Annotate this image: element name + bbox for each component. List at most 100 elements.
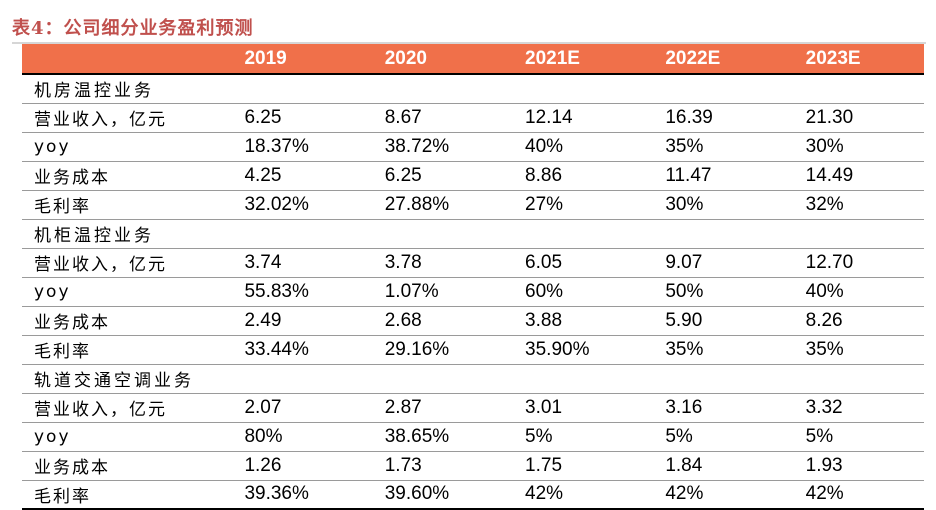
value-cell: 42% [503,480,644,510]
value-cell: 40% [503,132,644,162]
value-cell: 21.30 [783,103,924,133]
header-corner-cell [22,44,223,75]
value-cell: 3.74 [222,248,363,278]
header-year-2020: 2020 [362,44,504,75]
value-cell: 6.05 [503,248,644,278]
value-cell: 5.90 [643,306,784,336]
empty-cell [362,74,504,104]
table-row-revenue: 营业收入，亿元 6.25 8.67 12.14 16.39 21.30 [22,103,924,133]
table-title: 表4：公司细分业务盈利预测 [12,18,254,39]
table-row-gross-margin: 毛利率 32.02% 27.88% 27% 30% 32% [22,190,924,220]
value-cell: 40% [783,277,924,307]
header-year-2023e: 2023E [783,44,924,75]
value-cell: 38.65% [362,422,504,452]
value-cell: 8.67 [362,103,504,133]
empty-cell [362,219,504,249]
row-label: 业务成本 [22,161,223,191]
value-cell: 11.47 [643,161,784,191]
table-row-yoy: yoy 55.83% 1.07% 60% 50% 40% [22,277,924,307]
table-body: 机房温控业务 营业收入，亿元 6.25 8.67 12.14 16.39 21.30 yoy 1… [22,74,924,510]
value-cell: 55.83% [222,277,363,307]
value-cell: 35.90% [503,335,644,365]
section-row-server-room-cooling: 机房温控业务 [22,74,924,104]
value-cell: 3.32 [783,393,924,423]
value-cell: 1.75 [503,451,644,481]
title-divider [12,42,926,44]
value-cell: 6.25 [222,103,363,133]
value-cell: 27% [503,190,644,220]
value-cell: 16.39 [643,103,784,133]
value-cell: 27.88% [362,190,504,220]
value-cell: 30% [783,132,924,162]
value-cell: 6.25 [362,161,504,191]
value-cell: 1.73 [362,451,504,481]
row-label: 毛利率 [22,480,223,510]
header-year-2021e: 2021E [503,44,644,75]
table-row-cost: 业务成本 1.26 1.73 1.75 1.84 1.93 [22,451,924,481]
value-cell: 30% [643,190,784,220]
section-label: 轨道交通空调业务 [22,364,223,394]
empty-cell [503,74,644,104]
segment-forecast-table: 2019 2020 2021E 2022E 2023E 机房温控业务 营业收入，亿… [22,44,924,510]
header-year-2019: 2019 [222,44,363,75]
value-cell: 1.07% [362,277,504,307]
empty-cell [783,364,924,394]
empty-cell [783,219,924,249]
empty-cell [643,364,784,394]
row-label: yoy [22,422,223,452]
empty-cell [222,364,363,394]
value-cell: 80% [222,422,363,452]
table-row-cost: 业务成本 4.25 6.25 8.86 11.47 14.49 [22,161,924,191]
value-cell: 2.07 [222,393,363,423]
empty-cell [503,364,644,394]
value-cell: 14.49 [783,161,924,191]
value-cell: 5% [643,422,784,452]
value-cell: 2.87 [362,393,504,423]
row-label: 营业收入，亿元 [22,248,223,278]
value-cell: 42% [783,480,924,510]
value-cell: 8.26 [783,306,924,336]
value-cell: 3.01 [503,393,644,423]
table-row-revenue: 营业收入，亿元 2.07 2.87 3.01 3.16 3.32 [22,393,924,423]
value-cell: 3.78 [362,248,504,278]
value-cell: 4.25 [222,161,363,191]
header-year-2022e: 2022E [643,44,784,75]
empty-cell [643,74,784,104]
table-row-gross-margin: 毛利率 39.36% 39.60% 42% 42% 42% [22,480,924,510]
value-cell: 18.37% [222,132,363,162]
value-cell: 32% [783,190,924,220]
value-cell: 1.26 [222,451,363,481]
empty-cell [362,364,504,394]
table-row-yoy: yoy 18.37% 38.72% 40% 35% 30% [22,132,924,162]
value-cell: 12.14 [503,103,644,133]
table-row-gross-margin: 毛利率 33.44% 29.16% 35.90% 35% 35% [22,335,924,365]
section-row-rail-transit-ac: 轨道交通空调业务 [22,364,924,394]
value-cell: 12.70 [783,248,924,278]
value-cell: 29.16% [362,335,504,365]
value-cell: 2.49 [222,306,363,336]
empty-cell [783,74,924,104]
row-label: 毛利率 [22,335,223,365]
value-cell: 60% [503,277,644,307]
table-row-yoy: yoy 80% 38.65% 5% 5% 5% [22,422,924,452]
row-label: 业务成本 [22,451,223,481]
table-header: 2019 2020 2021E 2022E 2023E [22,44,924,75]
row-label: 营业收入，亿元 [22,103,223,133]
header-row: 2019 2020 2021E 2022E 2023E [22,44,924,75]
value-cell: 42% [643,480,784,510]
table-row-revenue: 营业收入，亿元 3.74 3.78 6.05 9.07 12.70 [22,248,924,278]
table-row-cost: 业务成本 2.49 2.68 3.88 5.90 8.26 [22,306,924,336]
section-row-cabinet-cooling: 机柜温控业务 [22,219,924,249]
value-cell: 39.36% [222,480,363,510]
value-cell: 5% [503,422,644,452]
row-label: 营业收入，亿元 [22,393,223,423]
value-cell: 3.16 [643,393,784,423]
value-cell: 35% [643,335,784,365]
value-cell: 35% [783,335,924,365]
empty-cell [222,219,363,249]
value-cell: 5% [783,422,924,452]
value-cell: 50% [643,277,784,307]
value-cell: 3.88 [503,306,644,336]
value-cell: 33.44% [222,335,363,365]
value-cell: 1.84 [643,451,784,481]
